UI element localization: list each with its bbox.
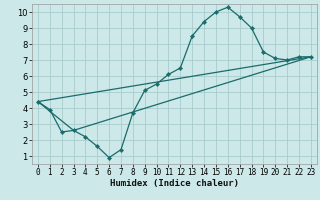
X-axis label: Humidex (Indice chaleur): Humidex (Indice chaleur): [110, 179, 239, 188]
